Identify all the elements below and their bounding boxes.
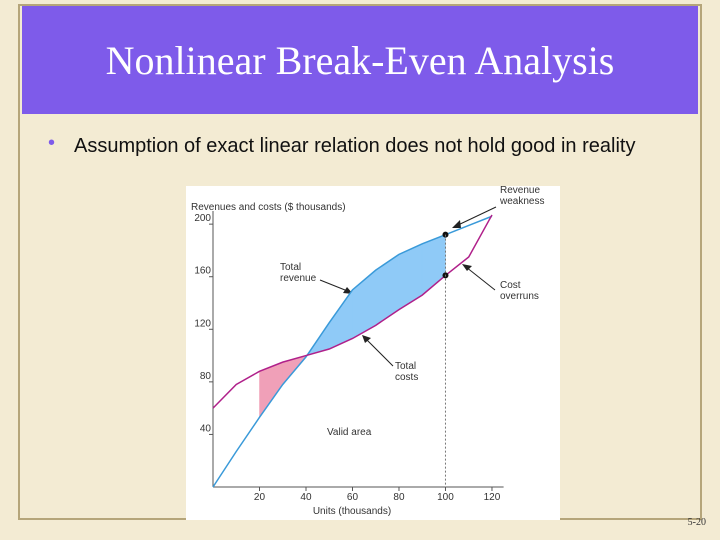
y-tick-label: 120 (194, 318, 211, 329)
annotation: Total (280, 262, 301, 273)
annotation: weakness (499, 196, 544, 207)
annotation: Revenue (500, 185, 540, 196)
x-tick-label: 40 (300, 492, 312, 503)
arrow-head (462, 264, 472, 271)
arrow (455, 206, 497, 227)
annotation: Total (395, 361, 416, 372)
arrow (364, 337, 394, 367)
bullet-marker: • (48, 132, 56, 154)
annotation: revenue (280, 273, 317, 284)
annotation: overruns (500, 291, 539, 302)
y-tick-label: 40 (200, 423, 212, 434)
annotation: costs (395, 372, 418, 383)
x-tick-label: 80 (393, 492, 405, 503)
y-tick-label: 160 (194, 266, 211, 277)
x-tick-label: 60 (347, 492, 359, 503)
annotation: Valid area (327, 427, 372, 438)
page-number: 5-20 (687, 517, 706, 528)
arrow-head (362, 335, 371, 343)
y-tick-label: 80 (200, 371, 212, 382)
arrow (465, 266, 496, 291)
bullet-text: Assumption of exact linear relation does… (74, 135, 636, 157)
x-tick-label: 20 (254, 492, 266, 503)
annotation: Cost (500, 280, 521, 291)
x-tick-label: 100 (437, 492, 454, 503)
slide-title: Nonlinear Break-Even Analysis (22, 6, 698, 114)
point-marker (442, 231, 449, 238)
x-tick-label: 120 (484, 492, 501, 503)
arrow-head (452, 220, 461, 228)
y-axis-title: Revenues and costs ($ thousands) (191, 202, 346, 213)
chart-background (186, 186, 560, 520)
y-tick-label: 200 (194, 213, 211, 224)
x-axis-title: Units (thousands) (313, 506, 391, 517)
